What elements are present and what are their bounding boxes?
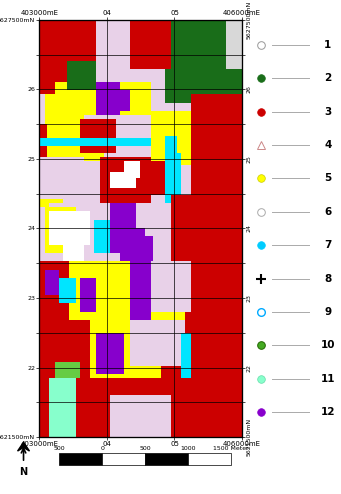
- Text: 12: 12: [321, 407, 335, 417]
- Text: 9: 9: [324, 307, 331, 317]
- Text: 10: 10: [321, 340, 335, 350]
- Text: 4: 4: [324, 140, 331, 150]
- Text: 1500 Meter: 1500 Meter: [213, 446, 249, 451]
- Bar: [59, 453, 102, 464]
- Text: 1: 1: [324, 40, 331, 50]
- Text: N: N: [19, 467, 28, 477]
- Text: 500: 500: [54, 446, 65, 451]
- Text: 5: 5: [324, 173, 331, 183]
- Text: 2: 2: [324, 73, 331, 83]
- Bar: [188, 453, 231, 464]
- Bar: [102, 453, 145, 464]
- Text: 1000: 1000: [180, 446, 196, 451]
- Text: 0: 0: [100, 446, 104, 451]
- Text: 3: 3: [324, 107, 331, 117]
- Polygon shape: [18, 442, 30, 451]
- Text: 11: 11: [321, 374, 335, 384]
- Text: 500: 500: [139, 446, 151, 451]
- Text: 7: 7: [324, 240, 331, 250]
- Text: 8: 8: [324, 274, 331, 284]
- Bar: [145, 453, 188, 464]
- Text: 6: 6: [324, 207, 331, 217]
